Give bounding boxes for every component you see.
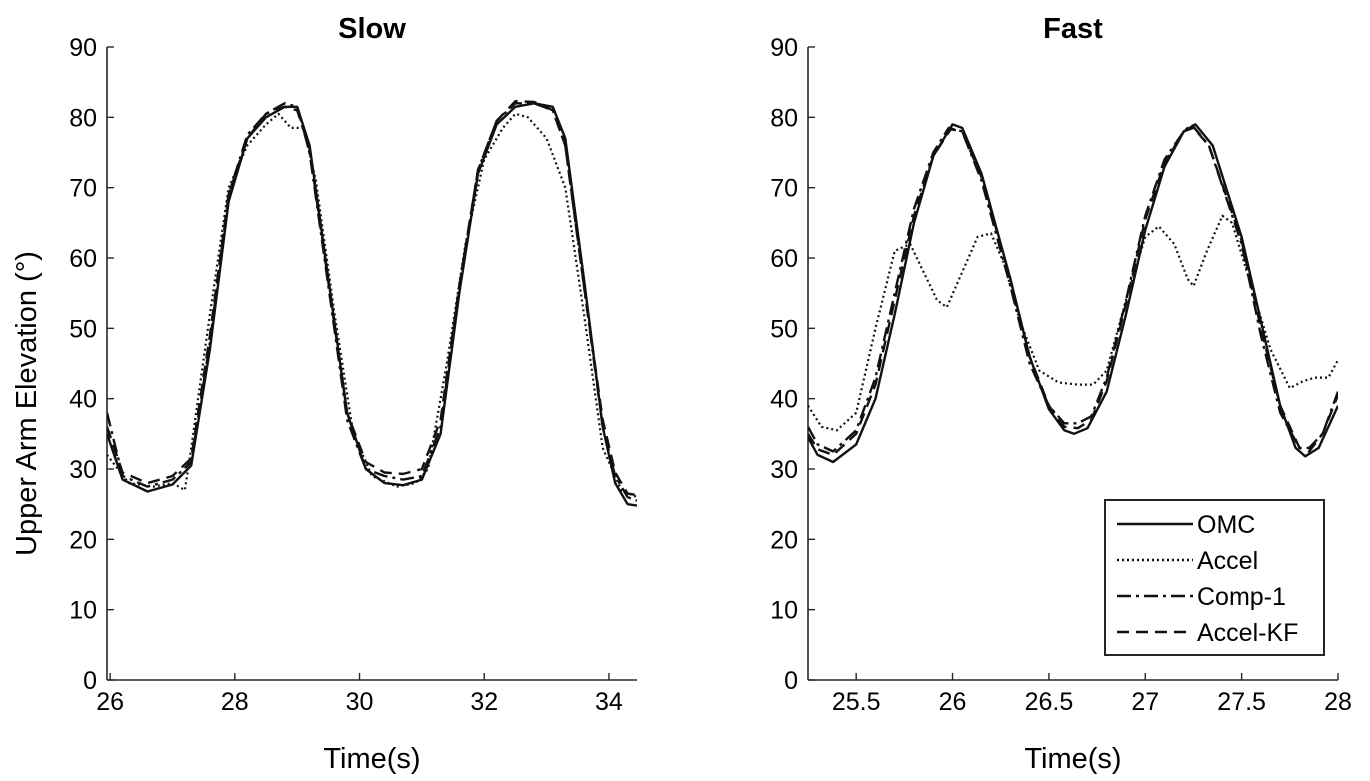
y-tick-label: 60 xyxy=(69,245,97,273)
y-tick-label: 30 xyxy=(770,456,798,484)
x-tick-label: 27.5 xyxy=(1217,688,1266,716)
y-tick-label: 80 xyxy=(69,104,97,132)
series-line-accel-kf xyxy=(107,100,637,497)
y-tick-label: 40 xyxy=(69,386,97,414)
legend-box xyxy=(1104,499,1325,656)
y-tick-label: 10 xyxy=(770,597,798,625)
y-tick-label: 10 xyxy=(69,597,97,625)
y-tick-label: 20 xyxy=(770,526,798,554)
x-tick-label: 27 xyxy=(1131,688,1159,716)
legend-label-accel-kf: Accel-KF xyxy=(1197,619,1298,647)
legend-label-accel: Accel xyxy=(1197,547,1258,575)
y-tick-label: 30 xyxy=(69,456,97,484)
x-tick-label: 32 xyxy=(470,688,498,716)
legend-label-omc: OMC xyxy=(1197,511,1255,539)
series-line-accel xyxy=(107,112,637,499)
y-tick-label: 0 xyxy=(784,667,798,695)
y-tick-label: 20 xyxy=(69,526,97,554)
x-tick-label: 26 xyxy=(939,688,967,716)
legend-label-comp-1: Comp-1 xyxy=(1197,583,1286,611)
x-axis-label: Time(s) xyxy=(323,743,420,775)
y-tick-label: 70 xyxy=(770,175,798,203)
slow-panel: Slow 0 10 20 30 40 50 60 70 80 90 26 28 30 32 34 Time(s)… xyxy=(11,13,637,775)
y-tick-label: 90 xyxy=(770,34,798,62)
y-tick-label: 60 xyxy=(770,245,798,273)
x-tick-label: 28 xyxy=(1324,688,1352,716)
chart-title: Fast xyxy=(1043,13,1103,45)
y-tick-label: 50 xyxy=(770,315,798,343)
x-tick-label: 28 xyxy=(221,688,249,716)
x-tick-label: 34 xyxy=(595,688,623,716)
y-tick-label: 70 xyxy=(69,175,97,203)
x-tick-label: 25.5 xyxy=(832,688,881,716)
x-tick-label: 30 xyxy=(346,688,374,716)
fast-panel: Fast 0 10 20 30 40 50 60 70 80 90 25.5 26 26.5 27 27.5 2… xyxy=(770,13,1352,775)
y-tick-label: 40 xyxy=(770,386,798,414)
series-line-accel-kf xyxy=(808,126,1338,457)
series-line-omc xyxy=(107,102,637,507)
x-tick-label: 26 xyxy=(96,688,124,716)
x-tick-label: 26.5 xyxy=(1025,688,1074,716)
x-axis-label: Time(s) xyxy=(1024,743,1121,775)
y-tick-label: 90 xyxy=(69,34,97,62)
y-tick-label: 50 xyxy=(69,315,97,343)
y-tick-label: 80 xyxy=(770,104,798,132)
y-axis-label: Upper Arm Elevation (°) xyxy=(11,251,43,556)
series-line-omc xyxy=(808,123,1338,464)
series-line-comp-1 xyxy=(808,123,1338,453)
y-tick-label: 0 xyxy=(83,667,97,695)
chart-title: Slow xyxy=(338,13,406,45)
series-line-accel xyxy=(808,214,1338,432)
series-line-comp-1 xyxy=(107,102,637,502)
